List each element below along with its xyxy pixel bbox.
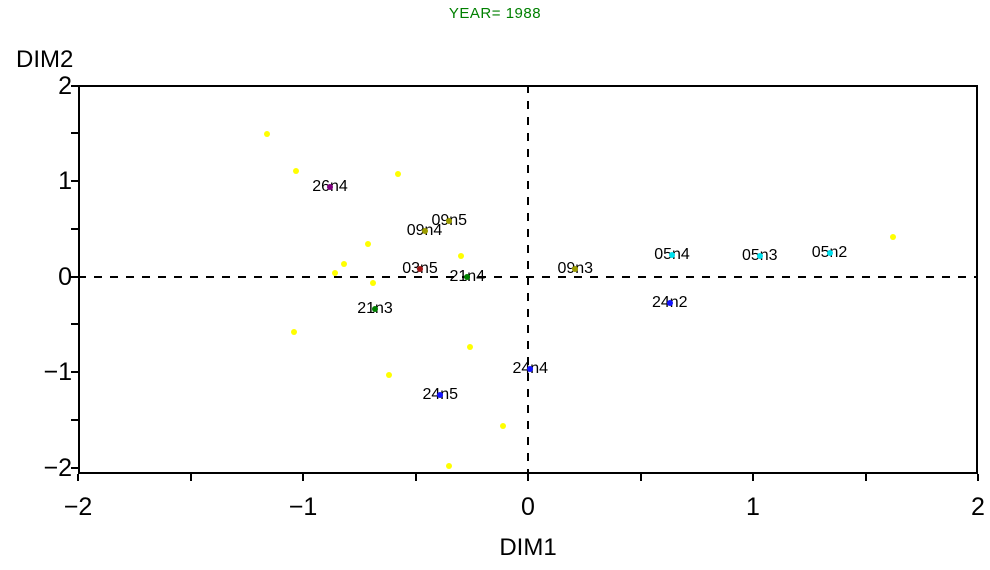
y-axis-tick (71, 323, 78, 326)
x-axis-tick (527, 474, 529, 481)
data-point-marker (756, 253, 763, 260)
data-point-marker (264, 131, 270, 138)
y-axis-tick (71, 180, 78, 182)
x-axis-title: DIM1 (499, 534, 557, 561)
data-point-marker (889, 234, 896, 241)
x-axis-tick (302, 474, 304, 481)
data-point-marker (327, 183, 333, 190)
data-point-marker (446, 462, 453, 469)
data-point-marker (826, 249, 833, 256)
data-point-marker (417, 265, 423, 272)
y-axis-tick (71, 84, 78, 87)
data-point-marker (293, 168, 300, 175)
x-axis-tick-label: 1 (746, 493, 760, 521)
y-axis-tick-label: −2 (43, 453, 72, 482)
data-point-marker (421, 227, 428, 234)
y-axis-tick (71, 275, 78, 278)
data-point-marker (500, 423, 507, 430)
data-point-marker (437, 391, 444, 398)
data-point-marker (291, 328, 297, 335)
x-axis-tick (864, 474, 867, 481)
y-axis-title: DIM2 (16, 46, 74, 73)
data-point-marker (365, 241, 372, 248)
x-axis-tick (977, 474, 979, 481)
y-axis-tick-label: 2 (58, 71, 72, 100)
x-axis-tick (189, 474, 192, 481)
data-point-marker (331, 269, 338, 276)
zero-reference-line-horizontal (78, 275, 978, 278)
data-point-marker (669, 252, 675, 259)
x-axis-tick-label: −1 (288, 493, 318, 521)
y-axis-tick-label: 0 (58, 262, 72, 291)
data-point-marker (466, 344, 473, 351)
x-axis-tick (639, 474, 642, 481)
data-point-marker (464, 273, 471, 280)
data-point-marker (457, 253, 464, 260)
data-point-marker (385, 371, 392, 378)
y-axis-tick-label: 1 (58, 167, 72, 195)
x-axis-tick (752, 474, 754, 481)
x-axis-tick-label: 2 (971, 493, 985, 521)
data-point-marker (572, 265, 579, 272)
data-point-marker (527, 366, 534, 373)
data-point-marker (372, 305, 378, 312)
x-axis-tick-label: 0 (521, 493, 535, 521)
data-point-marker (394, 171, 401, 178)
x-axis-tick (77, 474, 79, 481)
y-axis-tick (71, 132, 78, 135)
y-axis-tick-label: −1 (43, 358, 72, 386)
y-axis-tick (71, 466, 78, 469)
data-point-marker (340, 261, 347, 268)
data-point-marker (446, 218, 453, 225)
chart-title: YEAR= 1988 (448, 5, 542, 22)
x-axis-tick (414, 474, 417, 481)
y-axis-tick (71, 371, 78, 373)
zero-reference-line-vertical (527, 85, 529, 474)
data-point-marker (369, 280, 376, 287)
y-axis-tick (71, 418, 78, 421)
x-axis-tick-label: −2 (63, 493, 93, 521)
y-axis-tick (71, 227, 78, 230)
data-point-marker (666, 300, 673, 307)
